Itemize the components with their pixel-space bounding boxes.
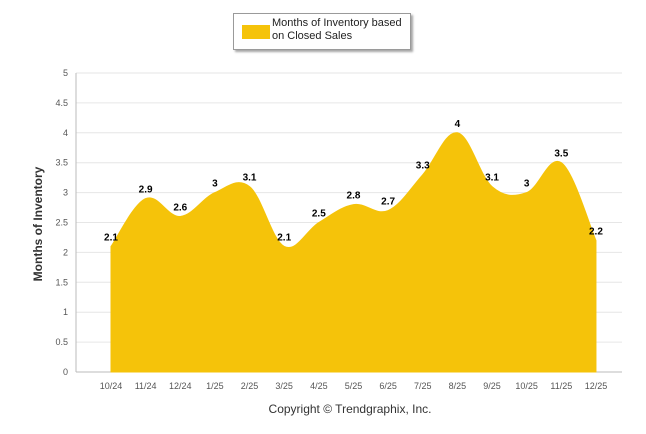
data-label: 3.3 — [416, 161, 430, 172]
x-tick-label: 6/25 — [379, 381, 397, 391]
x-tick-label: 10/25 — [515, 381, 538, 391]
x-tick-label: 12/24 — [169, 381, 192, 391]
y-tick-label: 4.5 — [55, 98, 68, 108]
y-axis-title: Months of Inventory — [31, 166, 45, 282]
x-tick-label: 2/25 — [241, 381, 259, 391]
x-tick-label: 11/25 — [550, 381, 572, 391]
data-label: 2.1 — [277, 232, 291, 243]
x-tick-label: 10/24 — [100, 381, 123, 391]
data-labels: 2.1 2.9 2.6 3 3.1 2.1 2.5 2.8 2.7 3.3 4 3.1 3 3.5 2.2 — [104, 119, 603, 244]
data-label: 2.6 — [173, 203, 187, 214]
x-tick-label: 11/24 — [135, 381, 157, 391]
x-tick-label: 5/25 — [345, 381, 363, 391]
data-label: 3 — [524, 179, 530, 190]
x-tick-labels: 10/24 11/24 12/24 1/25 2/25 3/25 4/25 5/25 6/25 7… — [100, 381, 607, 391]
data-label: 2.8 — [347, 191, 361, 202]
x-tick-label: 12/25 — [585, 381, 608, 391]
y-tick-labels: 0 0.5 1 1.5 2 2.5 3 3.5 4 4.5 5 — [55, 68, 68, 377]
data-label: 2.5 — [312, 209, 326, 220]
data-label: 4 — [455, 119, 461, 130]
y-tick-label: 0 — [63, 367, 68, 377]
x-tick-label: 9/25 — [483, 381, 501, 391]
y-tick-label: 2.5 — [55, 218, 68, 228]
copyright-text: Copyright © Trendgraphix, Inc. — [268, 402, 432, 416]
y-tick-label: 5 — [63, 68, 68, 78]
y-tick-label: 3 — [63, 188, 68, 198]
data-label: 2.1 — [104, 232, 118, 243]
data-label: 2.2 — [589, 226, 603, 237]
legend: Months of Inventory based on Closed Sale… — [233, 13, 411, 50]
y-tick-label: 1.5 — [55, 277, 68, 287]
legend-label: Months of Inventory based on Closed Sale… — [272, 17, 402, 42]
x-tick-label: 3/25 — [275, 381, 293, 391]
data-label: 2.7 — [381, 197, 395, 208]
y-tick-label: 2 — [63, 247, 68, 257]
data-label: 3.1 — [243, 173, 257, 184]
area-layer — [110, 132, 597, 373]
x-tick-label: 4/25 — [310, 381, 328, 391]
legend-swatch — [242, 25, 270, 39]
x-tick-label: 7/25 — [414, 381, 432, 391]
y-tick-label: 3.5 — [55, 158, 68, 168]
data-label: 3.5 — [554, 149, 568, 160]
data-label: 3 — [212, 179, 218, 190]
y-tick-label: 0.5 — [55, 337, 68, 347]
y-tick-label: 4 — [63, 128, 68, 138]
area-series — [110, 132, 597, 373]
data-label: 3.1 — [485, 173, 499, 184]
data-label: 2.9 — [139, 185, 153, 196]
x-tick-label: 1/25 — [206, 381, 224, 391]
x-tick-label: 8/25 — [449, 381, 467, 391]
y-tick-label: 1 — [63, 307, 68, 317]
